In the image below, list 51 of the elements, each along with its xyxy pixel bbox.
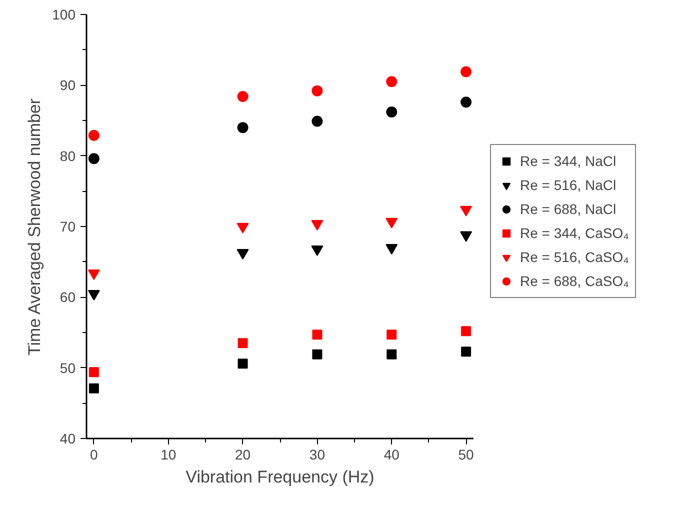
point	[88, 383, 99, 394]
point	[311, 220, 324, 231]
point	[460, 231, 472, 242]
legend-label: Re = 344, CaSO₄	[520, 225, 629, 241]
x-tick-label: 0	[90, 446, 98, 462]
point	[386, 76, 398, 88]
point	[386, 349, 397, 360]
x-axis-title: Vibration Frequency (Hz)	[186, 468, 374, 486]
y-tick-label: 40	[60, 430, 76, 446]
y-tick-label: 80	[60, 148, 76, 164]
point	[460, 66, 472, 78]
point	[88, 269, 100, 280]
legend-label: Re = 516, CaSO₄	[520, 249, 629, 265]
point	[312, 116, 323, 127]
y-tick-label: 50	[60, 360, 76, 376]
point	[238, 358, 248, 369]
point	[88, 290, 100, 300]
y-tick-label: 100	[52, 6, 76, 22]
point	[312, 85, 323, 96]
x-tick-label: 50	[458, 446, 474, 462]
legend-label: Re = 688, CaSO₄	[520, 273, 629, 289]
point	[386, 244, 398, 255]
point	[236, 248, 249, 260]
x-tick-label: 40	[384, 446, 400, 462]
point	[312, 349, 322, 360]
point	[386, 218, 398, 228]
point	[238, 338, 248, 348]
legend-label: Re = 344, NaCl	[520, 153, 616, 169]
point	[386, 106, 398, 118]
point	[236, 222, 249, 234]
x-tick-label: 10	[160, 446, 176, 462]
y-tick-label: 90	[60, 77, 76, 94]
point	[460, 96, 472, 108]
point	[461, 346, 472, 357]
point	[88, 367, 99, 378]
point	[311, 245, 324, 256]
point	[461, 326, 472, 336]
legend-label: Re = 516, NaCl	[520, 177, 616, 193]
point	[312, 330, 322, 340]
point	[460, 206, 472, 216]
point	[237, 122, 248, 134]
y-tick-label: 70	[60, 218, 76, 234]
point	[237, 90, 248, 102]
x-tick-label: 20	[235, 446, 251, 462]
y-axis-title: Time Averaged Sherwood number	[25, 98, 44, 356]
y-tick-label: 60	[60, 289, 76, 306]
legend-label: Re = 688, NaCl	[520, 201, 616, 217]
x-tick-label: 30	[309, 446, 326, 462]
point	[88, 130, 100, 141]
point	[386, 330, 397, 340]
point	[88, 153, 100, 164]
